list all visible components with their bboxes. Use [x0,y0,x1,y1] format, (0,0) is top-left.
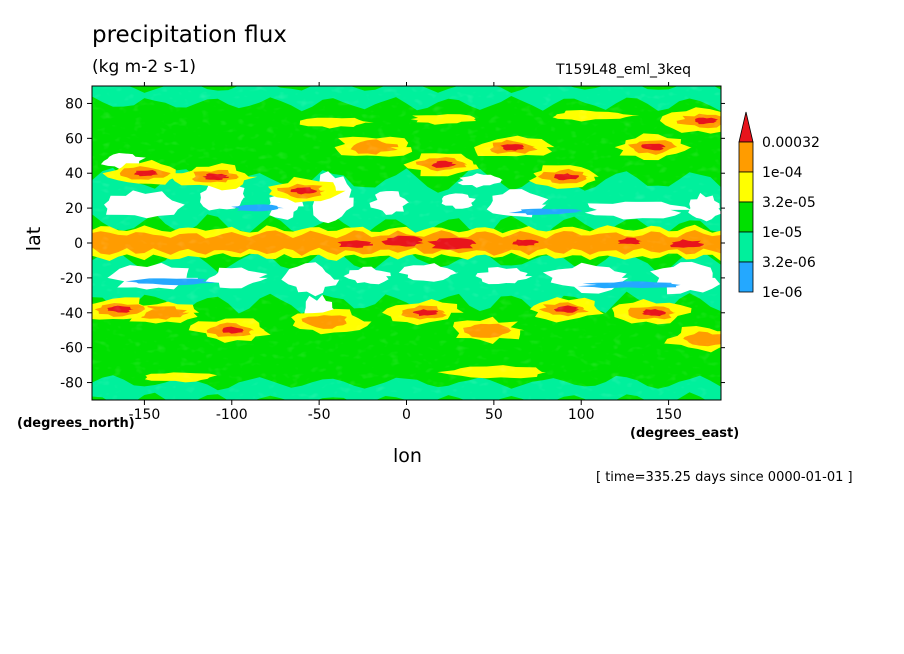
colorbar-label: 3.2e-05 [762,195,816,211]
model-name: T159L48_eml_3keq [556,62,692,78]
colorbar-arrow [738,111,754,143]
y-tick-label: -40 [60,306,83,322]
y-tick-label: 40 [65,166,83,182]
x-tick-label: -150 [129,407,161,423]
colorbar-segment [738,231,754,263]
x-tick-label: 50 [485,407,503,423]
colorbar-segment [738,141,754,173]
y-axis: -80 -60 -40 -20 0 20 40 60 80 [60,96,725,392]
colorbar-label: 1e-06 [762,285,802,301]
colorbar-label: 3.2e-06 [762,255,816,271]
precip-field [92,86,721,400]
colorbar-label: 0.00032 [762,135,820,151]
colorbar-segment [738,201,754,233]
y-tick-label: 80 [65,96,83,112]
y-axis-units: (degrees_north) [17,416,135,431]
x-tick-label: 100 [568,407,595,423]
x-axis: -150 -100 -50 0 50 100 150 [129,82,682,423]
y-tick-label: 60 [65,131,83,147]
chart-title: precipitation flux [92,22,287,48]
chart-units: (kg m-2 s-1) [92,57,197,77]
y-tick-label: -20 [60,271,83,287]
y-tick-label: -80 [60,376,83,392]
colorbar-label: 1e-05 [762,225,802,241]
time-stamp: [ time=335.25 days since 0000-01-01 ] [596,470,853,485]
x-tick-label: -100 [216,407,248,423]
x-axis-units: (degrees_east) [630,426,740,441]
colorbar: 0.00032 1e-04 3.2e-05 1e-05 3.2e-06 1e-06 [738,111,820,301]
x-tick-label: -50 [308,407,331,423]
colorbar-segment [738,261,754,293]
y-tick-label: -60 [60,341,83,357]
x-tick-label: 0 [402,407,411,423]
x-axis-label: lon [393,445,422,467]
x-tick-label: 150 [655,407,682,423]
colorbar-segment [738,171,754,203]
y-tick-label: 20 [65,201,83,217]
colorbar-label: 1e-04 [762,165,802,181]
texture-overlay [92,86,721,400]
y-tick-label: 0 [74,236,83,252]
